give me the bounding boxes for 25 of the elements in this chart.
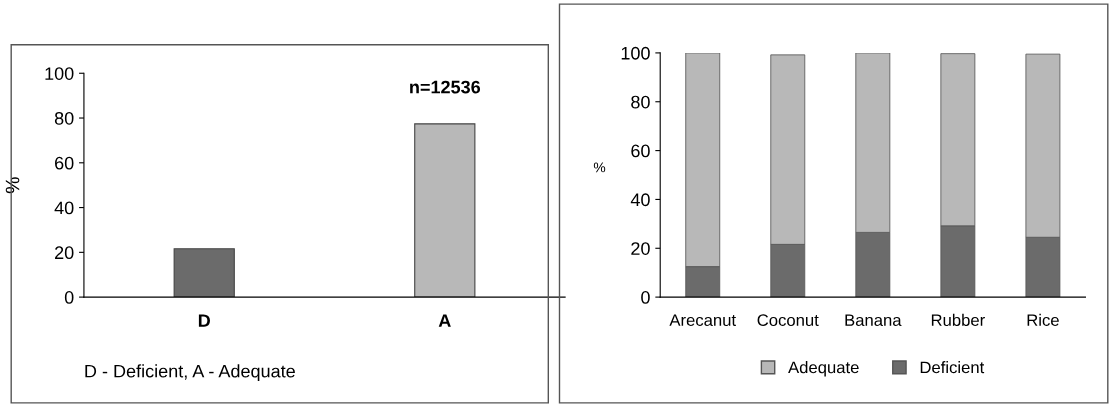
x-tick-label: Coconut: [757, 314, 819, 327]
y-tick-label: 20: [55, 246, 74, 260]
y-tick-label: 100: [621, 46, 650, 60]
y-tick-label: 60: [631, 144, 650, 158]
y-axis-title: %: [5, 177, 20, 194]
y-tick-label: 0: [64, 291, 74, 304]
legend-label: Deficient: [920, 361, 985, 374]
x-tick-label: Rubber: [931, 313, 985, 327]
annotation: n=12536: [410, 80, 481, 94]
legend-label: Adequate: [788, 361, 859, 377]
x-tick-label: Arecanut: [669, 314, 736, 327]
x-tick-label: D: [198, 314, 210, 327]
y-tick-label: 40: [54, 201, 74, 215]
x-tick-label: Banana: [845, 314, 902, 327]
y-tick-label: 40: [630, 193, 650, 207]
text: D - Deficient, A - Adequate: [85, 364, 295, 382]
y-tick-label: 60: [55, 156, 74, 170]
y-tick-label: 0: [641, 291, 650, 304]
x-tick-label: A: [438, 314, 451, 327]
y-tick-label: 100: [45, 67, 74, 80]
y-tick-label: 80: [631, 95, 650, 109]
y-tick-label: 80: [54, 111, 74, 125]
y-tick-label: 20: [631, 242, 650, 255]
y-axis-title: %: [593, 162, 606, 173]
x-tick-label: Rice: [1027, 313, 1059, 327]
